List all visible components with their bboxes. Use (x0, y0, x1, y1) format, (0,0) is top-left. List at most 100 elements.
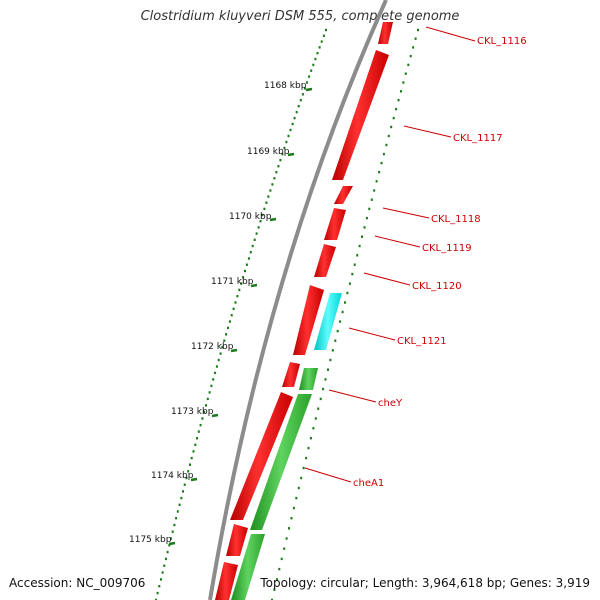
tick-mark (291, 122, 294, 126)
tick-mark (244, 269, 246, 273)
tick-mark (395, 107, 398, 111)
gene-ckl-1121-red (293, 285, 324, 355)
tick-mark (155, 598, 157, 600)
tick-mark (178, 503, 181, 506)
tick-mark (361, 235, 363, 238)
tick-mark (269, 189, 272, 192)
tick-mark (353, 263, 356, 266)
tick-mark (288, 527, 290, 530)
tick-mark (255, 232, 258, 235)
tick-mark (382, 152, 385, 156)
gene-chea1-red (230, 392, 293, 520)
tick-mark (275, 578, 278, 581)
tick-mark (223, 339, 226, 342)
tick-mark (295, 110, 298, 114)
tick-mark (322, 34, 325, 37)
major-tick (250, 283, 258, 288)
tick-mark (257, 226, 260, 229)
tick-mark (259, 220, 262, 223)
tick-mark (189, 463, 191, 466)
tick-mark (348, 282, 351, 285)
tick-mark (307, 446, 310, 450)
tick-mark (225, 333, 228, 336)
tick-mark (336, 329, 339, 333)
tick-mark (387, 134, 390, 138)
tick-mark (324, 378, 327, 381)
tick-mark (158, 585, 161, 588)
tick-mark (236, 295, 239, 298)
tick-mark (271, 183, 274, 186)
tick-mark (339, 320, 342, 323)
major-tick (287, 152, 295, 157)
tick-mark (277, 165, 280, 168)
tick-mark (187, 470, 190, 473)
tick-mark (320, 40, 323, 43)
reverse-strand-genes (215, 22, 393, 600)
scale-label-1173: 1173 kbp (171, 407, 214, 417)
gene-ckl-1118 (334, 186, 353, 204)
label-line-ckl-1119 (374, 235, 421, 248)
scale-label-1171: 1171 kbp (211, 277, 254, 287)
tick-mark (230, 314, 233, 317)
tick-mark (182, 490, 184, 493)
tick-mark (380, 161, 383, 165)
tick-mark (370, 198, 373, 201)
tick-mark (273, 177, 276, 180)
tick-mark (261, 213, 264, 217)
gene-green-lower (231, 534, 265, 600)
tick-mark (289, 128, 292, 132)
tick-mark (212, 378, 215, 381)
tick-mark (400, 90, 402, 93)
gene-ckl-1119 (324, 208, 346, 240)
gene-label-chey: cheY (378, 398, 403, 409)
tick-mark (318, 46, 321, 49)
tick-mark (232, 307, 235, 310)
tick-mark (238, 288, 241, 292)
tick-mark (392, 116, 395, 120)
tick-mark (293, 116, 296, 120)
tick-mark (253, 238, 256, 241)
tick-mark (251, 244, 254, 248)
tick-mark (329, 358, 332, 362)
tick-mark (368, 207, 371, 211)
tick-mark (163, 564, 166, 567)
major-tick (230, 348, 238, 353)
tick-mark (287, 134, 290, 138)
label-line-ckl-1121 (348, 327, 396, 341)
label-line-ckl-1116 (425, 26, 476, 42)
tick-mark (263, 207, 266, 211)
scale-label-1175: 1175 kbp (129, 535, 172, 545)
tick-mark (300, 476, 303, 480)
tick-mark (165, 557, 167, 561)
tick-mark (358, 244, 361, 248)
gene-label-ckl-1119: CKL_1119 (422, 243, 472, 254)
tick-mark (312, 63, 315, 67)
tick-mark (217, 358, 220, 362)
major-tick (211, 413, 219, 418)
tick-mark (378, 171, 381, 174)
major-ticks (168, 87, 313, 546)
tick-mark (302, 466, 305, 470)
gene-label-chea1: cheA1 (353, 478, 384, 489)
tick-mark (351, 272, 354, 276)
tick-mark (385, 143, 388, 147)
tick-mark (297, 105, 300, 108)
tick-mark (228, 320, 231, 323)
tick-mark (299, 99, 302, 102)
genome-backbone (208, 0, 388, 600)
major-tick (190, 477, 198, 482)
tick-mark (331, 349, 334, 352)
tick-mark (409, 54, 412, 58)
tick-mark (407, 63, 410, 67)
tick-mark (271, 598, 273, 600)
tick-mark (156, 591, 159, 595)
tick-mark (247, 257, 250, 260)
tick-mark (196, 437, 198, 440)
tick-mark (309, 437, 312, 440)
tick-mark (175, 517, 178, 520)
scale-label-1172: 1172 kbp (191, 342, 234, 352)
tick-mark (197, 430, 200, 433)
label-line-chey (328, 389, 377, 403)
tick-mark (171, 530, 174, 533)
inner-tick-track (271, 28, 419, 600)
